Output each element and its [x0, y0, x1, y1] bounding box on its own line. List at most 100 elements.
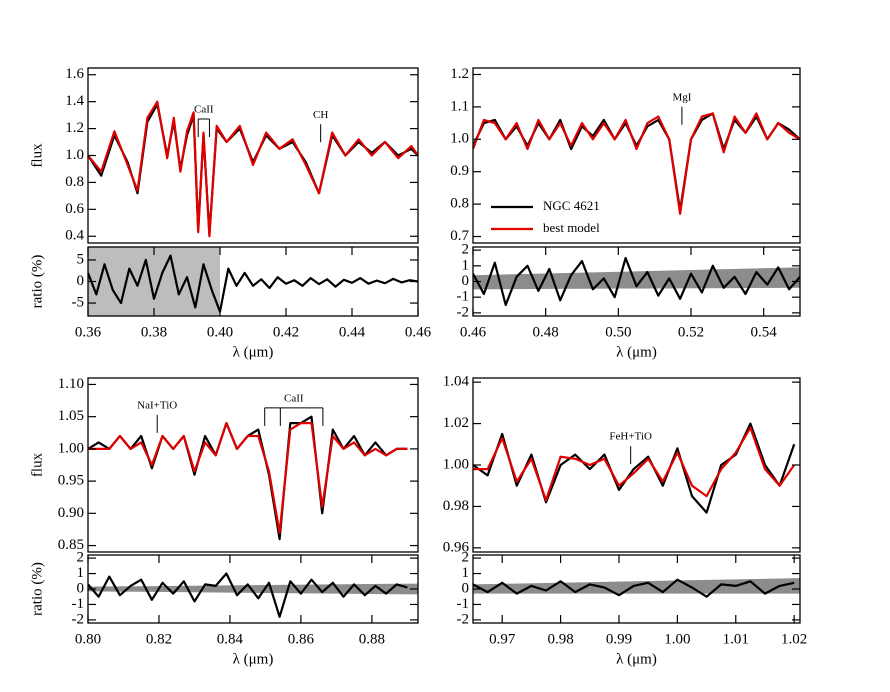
x-axis-label: λ (μm): [616, 344, 657, 360]
y-tick-label: 5: [77, 251, 85, 267]
axes-frame: [87, 67, 419, 244]
legend-label: NGC 4621: [543, 198, 600, 213]
annotation-label: CaII: [284, 392, 304, 404]
annotation-label: CaII: [194, 104, 214, 116]
x-axis-label: λ (μm): [616, 651, 657, 667]
panel: 0.85 0.90 0.95 1.00 1.05 1.10 flux NaI+TiO CaII: [29, 376, 419, 553]
x-tick-label: 0.98: [547, 631, 573, 647]
spectrum-line: [88, 103, 418, 235]
y-tick-label: 0.9: [450, 163, 469, 179]
panel: 0.4 0.6 0.8 1.0 1.2 1.4 1.6 flux CaII CH: [29, 66, 419, 244]
x-tick-label: 0.46: [405, 324, 432, 340]
spectrum-line: [88, 254, 418, 313]
y-tick-label: 1.0: [65, 147, 84, 163]
y-tick-label: 2: [462, 242, 470, 258]
y-tick-label: -1: [457, 596, 470, 612]
x-tick-label: 0.50: [605, 324, 631, 340]
x-axis-label: λ (μm): [233, 651, 274, 667]
x-tick-label: 0.42: [273, 324, 299, 340]
x-axis-label: λ (μm): [233, 344, 274, 360]
y-tick-label: 1.04: [443, 374, 470, 390]
axes-frame: [472, 67, 801, 244]
spectrum-line: [473, 426, 796, 502]
x-tick-label: 0.40: [207, 324, 233, 340]
y-tick-label: 0: [77, 273, 85, 289]
y-tick-label: 2: [77, 550, 85, 566]
legend-label: best model: [543, 220, 600, 235]
spectrum-line: [473, 256, 800, 307]
panel: 0.96 0.98 1.00 1.02 1.04 FeH+TiO: [443, 374, 801, 555]
y-tick-label: -1: [457, 289, 470, 305]
x-tick-label: 0.48: [533, 324, 559, 340]
y-tick-label: 1.4: [65, 93, 84, 109]
spectrum-line: [473, 112, 800, 212]
x-tick-label: 1.02: [781, 631, 807, 647]
x-tick-label: 0.99: [606, 631, 632, 647]
y-tick-label: 0: [77, 580, 85, 596]
y-axis-label: flux: [29, 143, 45, 168]
x-tick-label: 0.46: [460, 324, 487, 340]
spectrum-line: [88, 572, 408, 618]
y-tick-label: 1.10: [58, 376, 84, 392]
y-tick-label: 1.00: [58, 440, 84, 456]
x-tick-label: 0.97: [489, 631, 516, 647]
x-tick-label: 0.44: [339, 324, 366, 340]
y-tick-label: 1.0: [450, 131, 469, 147]
y-tick-label: 0.85: [58, 537, 84, 553]
y-tick-label: 0: [462, 273, 470, 289]
axes-frame: [87, 377, 419, 553]
y-tick-label: 0.95: [58, 473, 84, 489]
x-tick-label: 0.82: [146, 631, 172, 647]
y-tick-label: 1.6: [65, 66, 84, 82]
axes-frame: [472, 377, 801, 553]
x-tick-label: 0.52: [678, 324, 704, 340]
y-tick-label: -1: [72, 596, 85, 612]
y-tick-label: 0.4: [65, 228, 84, 244]
y-tick-label: 1: [462, 257, 470, 273]
x-tick-label: 0.88: [359, 631, 385, 647]
annotation-label: CH: [313, 109, 328, 121]
panel: 0.7 0.8 0.9 1.0 1.1 1.2 MgI NGC 4621 best model: [450, 66, 801, 244]
x-tick-label: 0.54: [751, 324, 778, 340]
annotation-label: FeH+TiO: [609, 431, 652, 443]
y-tick-label: 1.2: [450, 66, 469, 82]
x-tick-label: 0.36: [75, 324, 102, 340]
spectrum-line: [88, 422, 408, 534]
y-tick-label: 0.98: [443, 498, 469, 514]
x-tick-label: 0.80: [75, 631, 101, 647]
annotation-label: MgI: [672, 91, 691, 103]
y-tick-label: 1: [462, 565, 470, 581]
y-tick-label: 1.00: [443, 456, 469, 472]
spectrum-line: [473, 112, 800, 215]
y-tick-label: -2: [457, 611, 470, 627]
y-tick-label: 1.05: [58, 408, 84, 424]
y-axis-label: ratio (%): [29, 255, 45, 309]
x-tick-label: 0.86: [288, 631, 315, 647]
y-tick-label: 1.1: [450, 98, 469, 114]
y-tick-label: 0: [462, 580, 470, 596]
y-tick-label: -5: [72, 295, 85, 311]
y-tick-label: 0.8: [65, 174, 84, 190]
y-tick-label: 0.7: [450, 228, 469, 244]
y-tick-label: -2: [457, 304, 470, 320]
y-tick-label: 1.02: [443, 415, 469, 431]
x-tick-label: 0.38: [141, 324, 167, 340]
x-tick-label: 1.00: [664, 631, 690, 647]
y-tick-label: -2: [72, 611, 85, 627]
x-tick-label: 0.84: [217, 631, 244, 647]
y-axis-label: flux: [29, 452, 45, 477]
x-tick-label: 1.01: [723, 631, 749, 647]
y-tick-label: 0.8: [450, 196, 469, 212]
y-axis-label: ratio (%): [29, 562, 45, 616]
y-tick-label: 1.2: [65, 120, 84, 136]
y-tick-label: 0.6: [65, 201, 84, 217]
y-tick-label: 1: [77, 565, 85, 581]
annotation-label: NaI+TiO: [137, 399, 177, 411]
y-tick-label: 0.90: [58, 505, 84, 521]
spectrum-line: [88, 100, 418, 238]
